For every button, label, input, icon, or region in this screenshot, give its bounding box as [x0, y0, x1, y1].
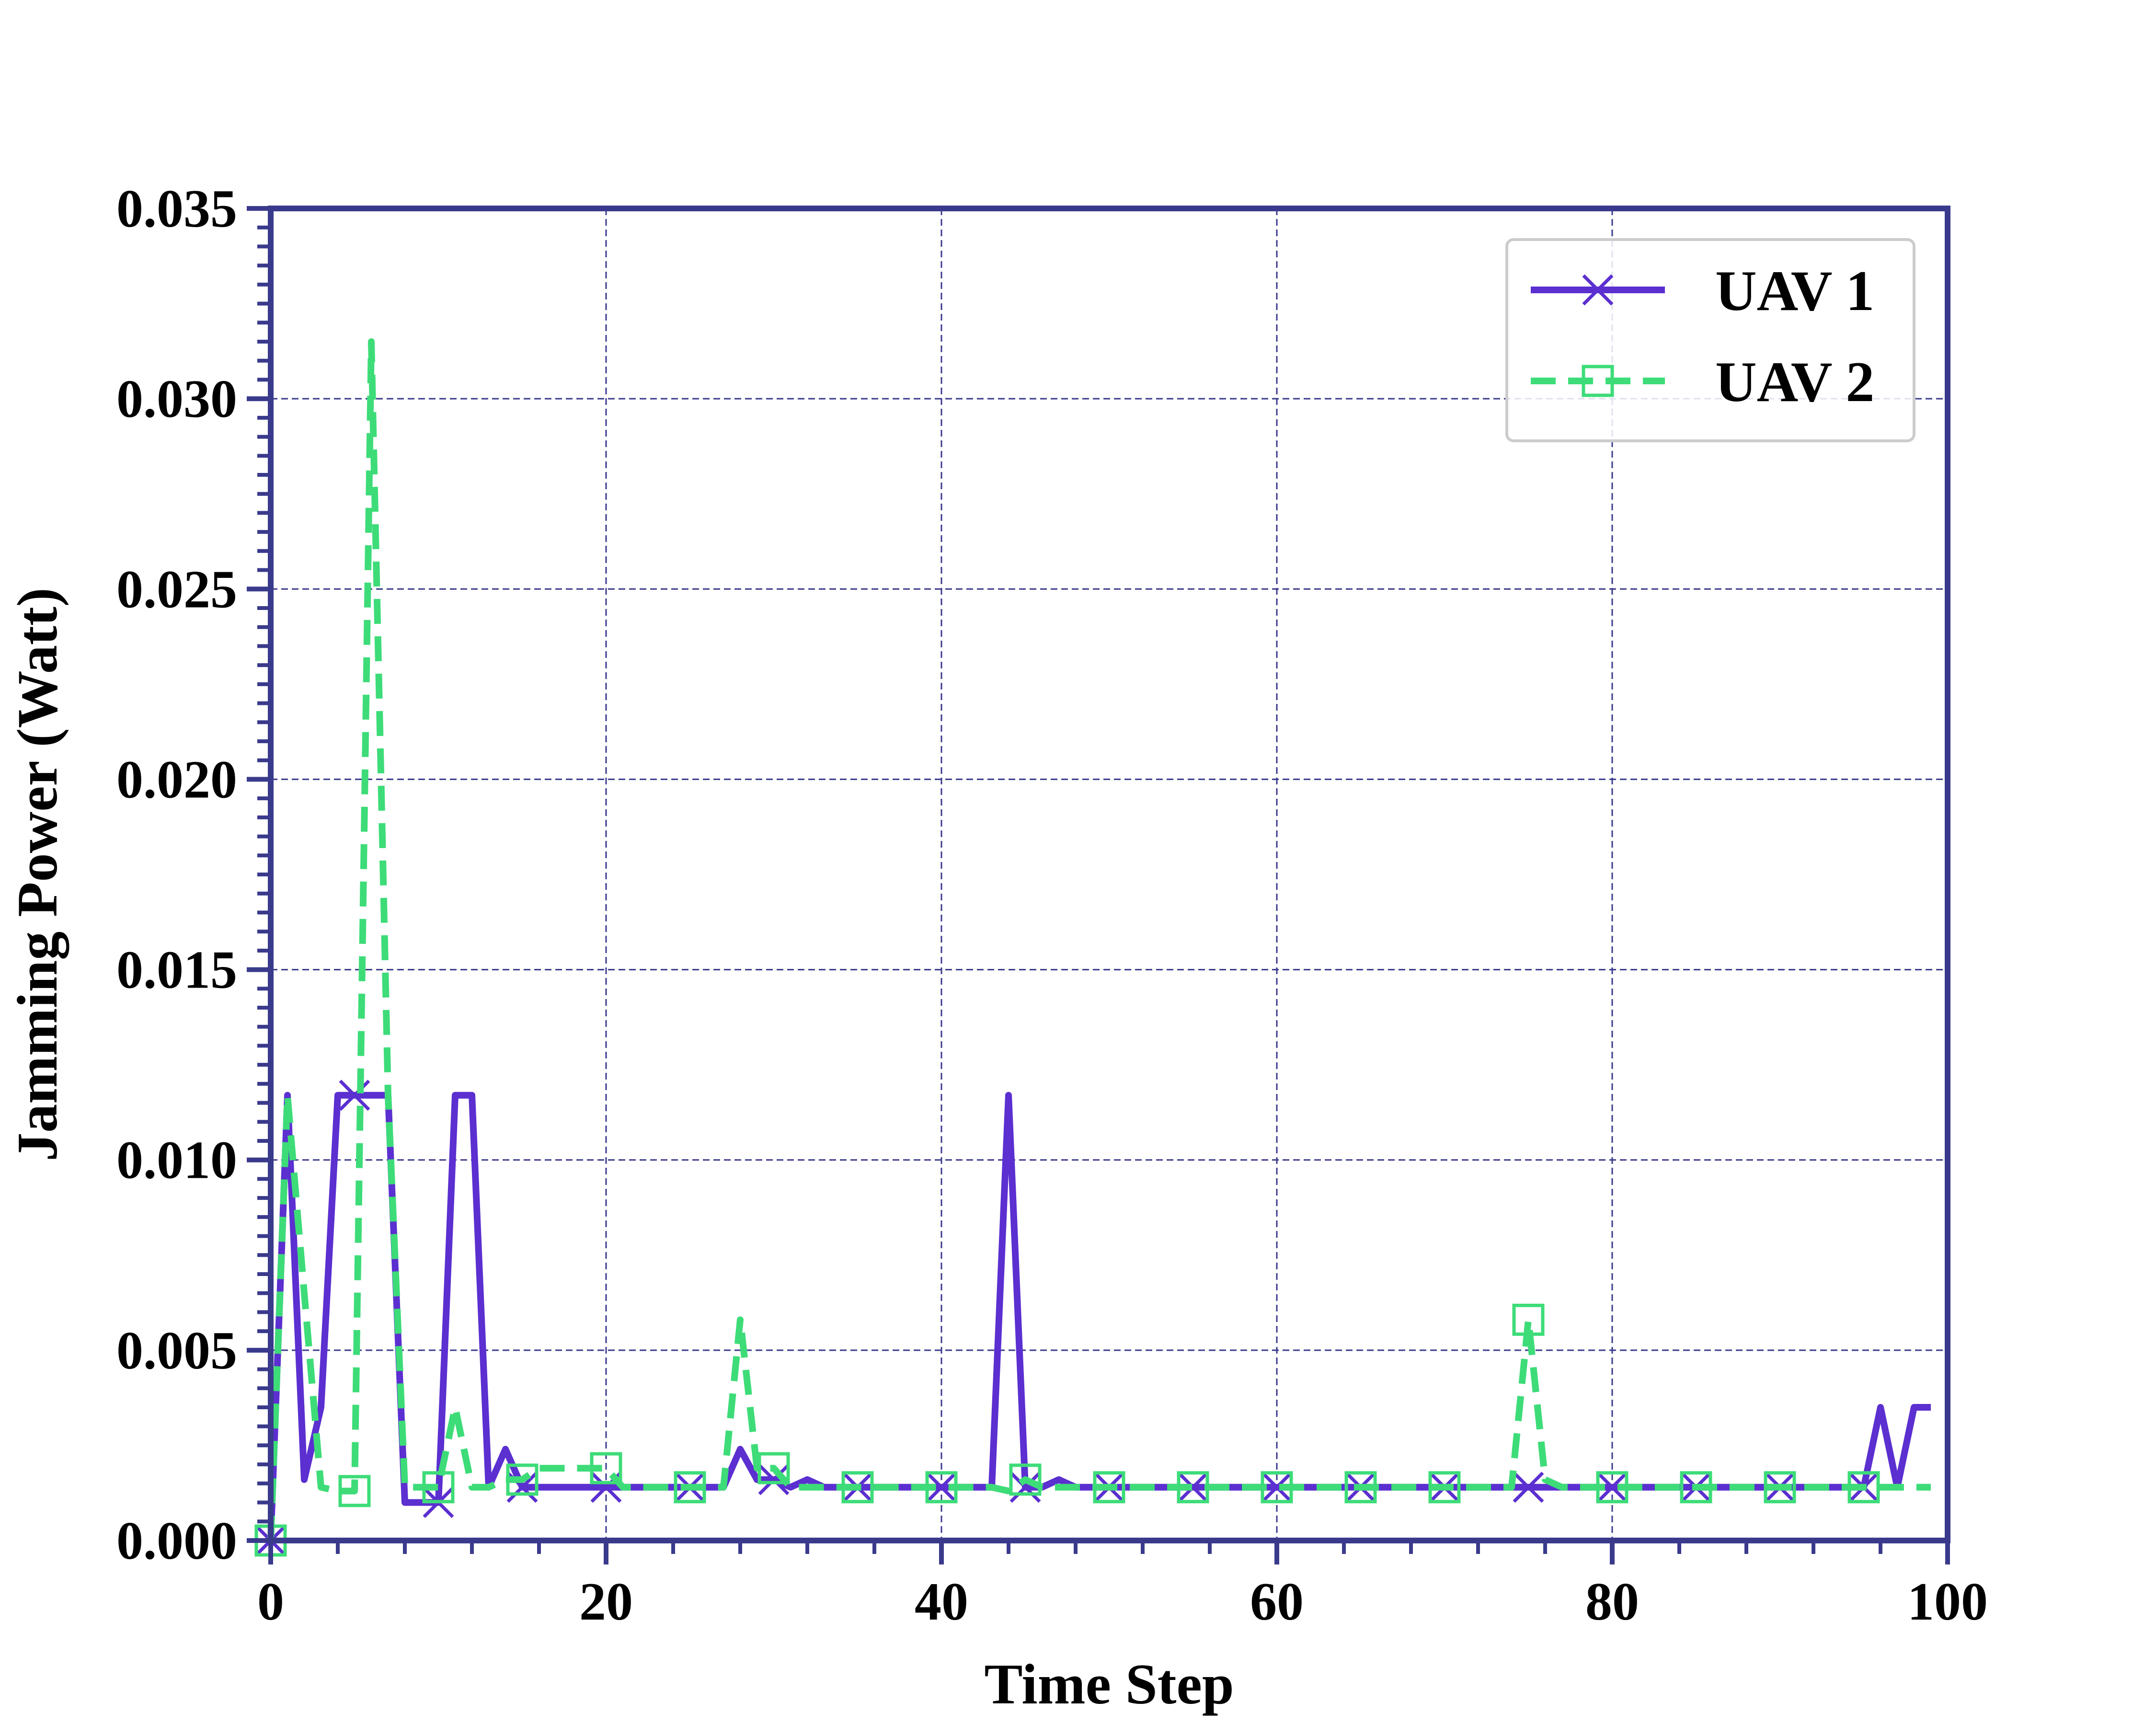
data-point	[926, 1472, 957, 1503]
data-point	[1512, 1303, 1545, 1336]
data-point	[757, 1452, 790, 1484]
data-point	[1428, 1471, 1461, 1504]
legend-label: UAV 2	[1715, 350, 1874, 414]
y-axis-title: Jamming Power (Watt)	[5, 587, 69, 1162]
data-point	[758, 1464, 790, 1495]
x-tick-label: 0	[257, 1572, 284, 1632]
legend-entry-2: UAV 2	[1531, 350, 1874, 414]
marker-stroke	[339, 1080, 370, 1111]
data-point	[1009, 1472, 1041, 1503]
data-point	[1513, 1472, 1544, 1503]
data-point	[1596, 1471, 1628, 1504]
data-point	[1680, 1471, 1712, 1504]
series-line	[267, 338, 1931, 1541]
y-tick-label: 0.015	[116, 941, 237, 1000]
series-layer	[254, 338, 1931, 1557]
data-point	[841, 1471, 874, 1504]
tick-labels: 0 20 40 60 80 100 0.000 0.005 0.010 0.015 0.020 0.0…	[116, 179, 1988, 1632]
series-2	[254, 338, 1931, 1557]
data-point	[422, 1471, 455, 1504]
data-point	[506, 1463, 539, 1496]
y-tick-label: 0.000	[116, 1511, 237, 1571]
marker-stroke	[1582, 274, 1614, 306]
legend: UAV 1 UAV 2	[1505, 238, 1915, 442]
data-point	[339, 1080, 370, 1111]
y-tick-label: 0.030	[116, 369, 237, 429]
legend-label: UAV 1	[1715, 259, 1874, 322]
x-tick-label: 60	[1250, 1572, 1304, 1632]
data-point	[1177, 1471, 1209, 1504]
legend-entry-1: UAV 1	[1531, 259, 1874, 322]
y-tick-label: 0.035	[116, 179, 237, 239]
data-point	[1261, 1472, 1293, 1503]
axis-ticks	[247, 206, 1950, 1564]
x-tick-label: 100	[1907, 1572, 1988, 1632]
x-tick-label: 40	[915, 1572, 968, 1632]
data-point	[1009, 1463, 1042, 1496]
data-point	[1847, 1471, 1880, 1504]
data-point	[338, 1475, 371, 1507]
x-tick-label: 80	[1585, 1572, 1639, 1632]
data-point	[1764, 1471, 1796, 1504]
y-tick-label: 0.005	[116, 1321, 237, 1380]
data-point	[590, 1452, 622, 1484]
marker-stroke	[926, 1472, 957, 1503]
data-point	[925, 1471, 958, 1504]
y-tick-label: 0.025	[116, 560, 237, 619]
marker-stroke	[1596, 1472, 1628, 1503]
data-point	[1261, 1471, 1293, 1504]
marker-stroke	[1009, 1472, 1041, 1503]
marker-stroke	[1261, 1472, 1293, 1503]
legend-entries: UAV 1 UAV 2	[1531, 259, 1874, 414]
y-tick-label: 0.020	[116, 750, 237, 809]
x-tick-label: 20	[579, 1572, 633, 1632]
x-axis-title: Time Step	[984, 1652, 1234, 1716]
data-point	[1344, 1471, 1377, 1504]
marker-stroke	[1177, 1472, 1209, 1503]
marker-stroke	[758, 1464, 790, 1495]
data-point	[1093, 1471, 1125, 1504]
legend-marker	[1582, 274, 1614, 306]
data-point	[1596, 1472, 1628, 1503]
data-point	[674, 1471, 706, 1504]
data-point	[1177, 1472, 1209, 1503]
y-tick-label: 0.010	[116, 1131, 237, 1190]
marker-stroke	[506, 1472, 538, 1503]
legend-marker	[1582, 365, 1614, 397]
marker-stroke	[1513, 1472, 1544, 1503]
